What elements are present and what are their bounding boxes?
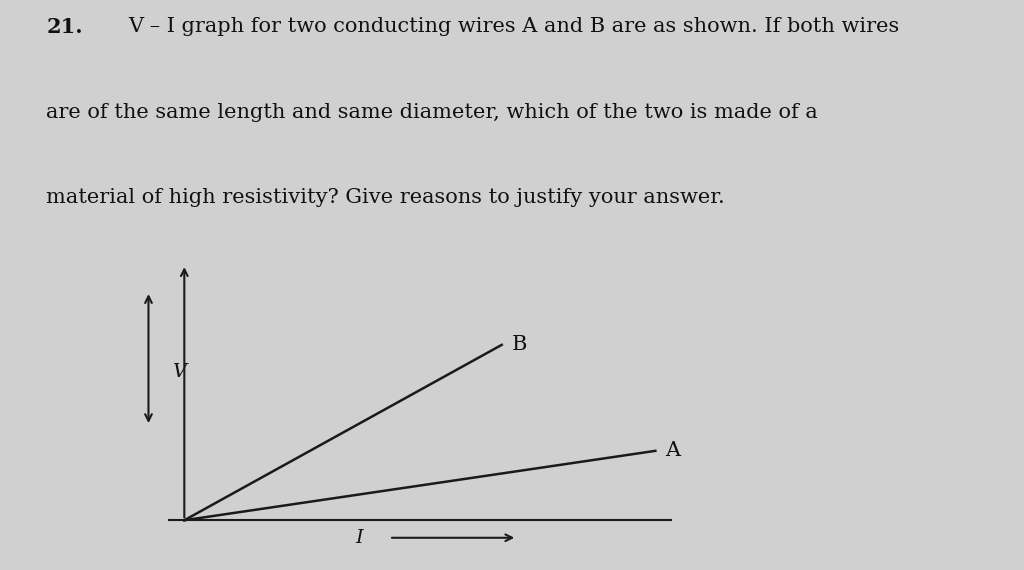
Text: V: V [171,363,185,381]
Text: B: B [512,335,527,355]
Text: V – I graph for two conducting wires A and B are as shown. If both wires: V – I graph for two conducting wires A a… [128,17,899,36]
Text: material of high resistivity? Give reasons to justify your answer.: material of high resistivity? Give reaso… [46,188,725,207]
Text: are of the same length and same diameter, which of the two is made of a: are of the same length and same diameter… [46,103,818,121]
Text: A: A [666,441,681,461]
Text: 21.: 21. [46,17,83,37]
Text: I: I [355,529,364,547]
